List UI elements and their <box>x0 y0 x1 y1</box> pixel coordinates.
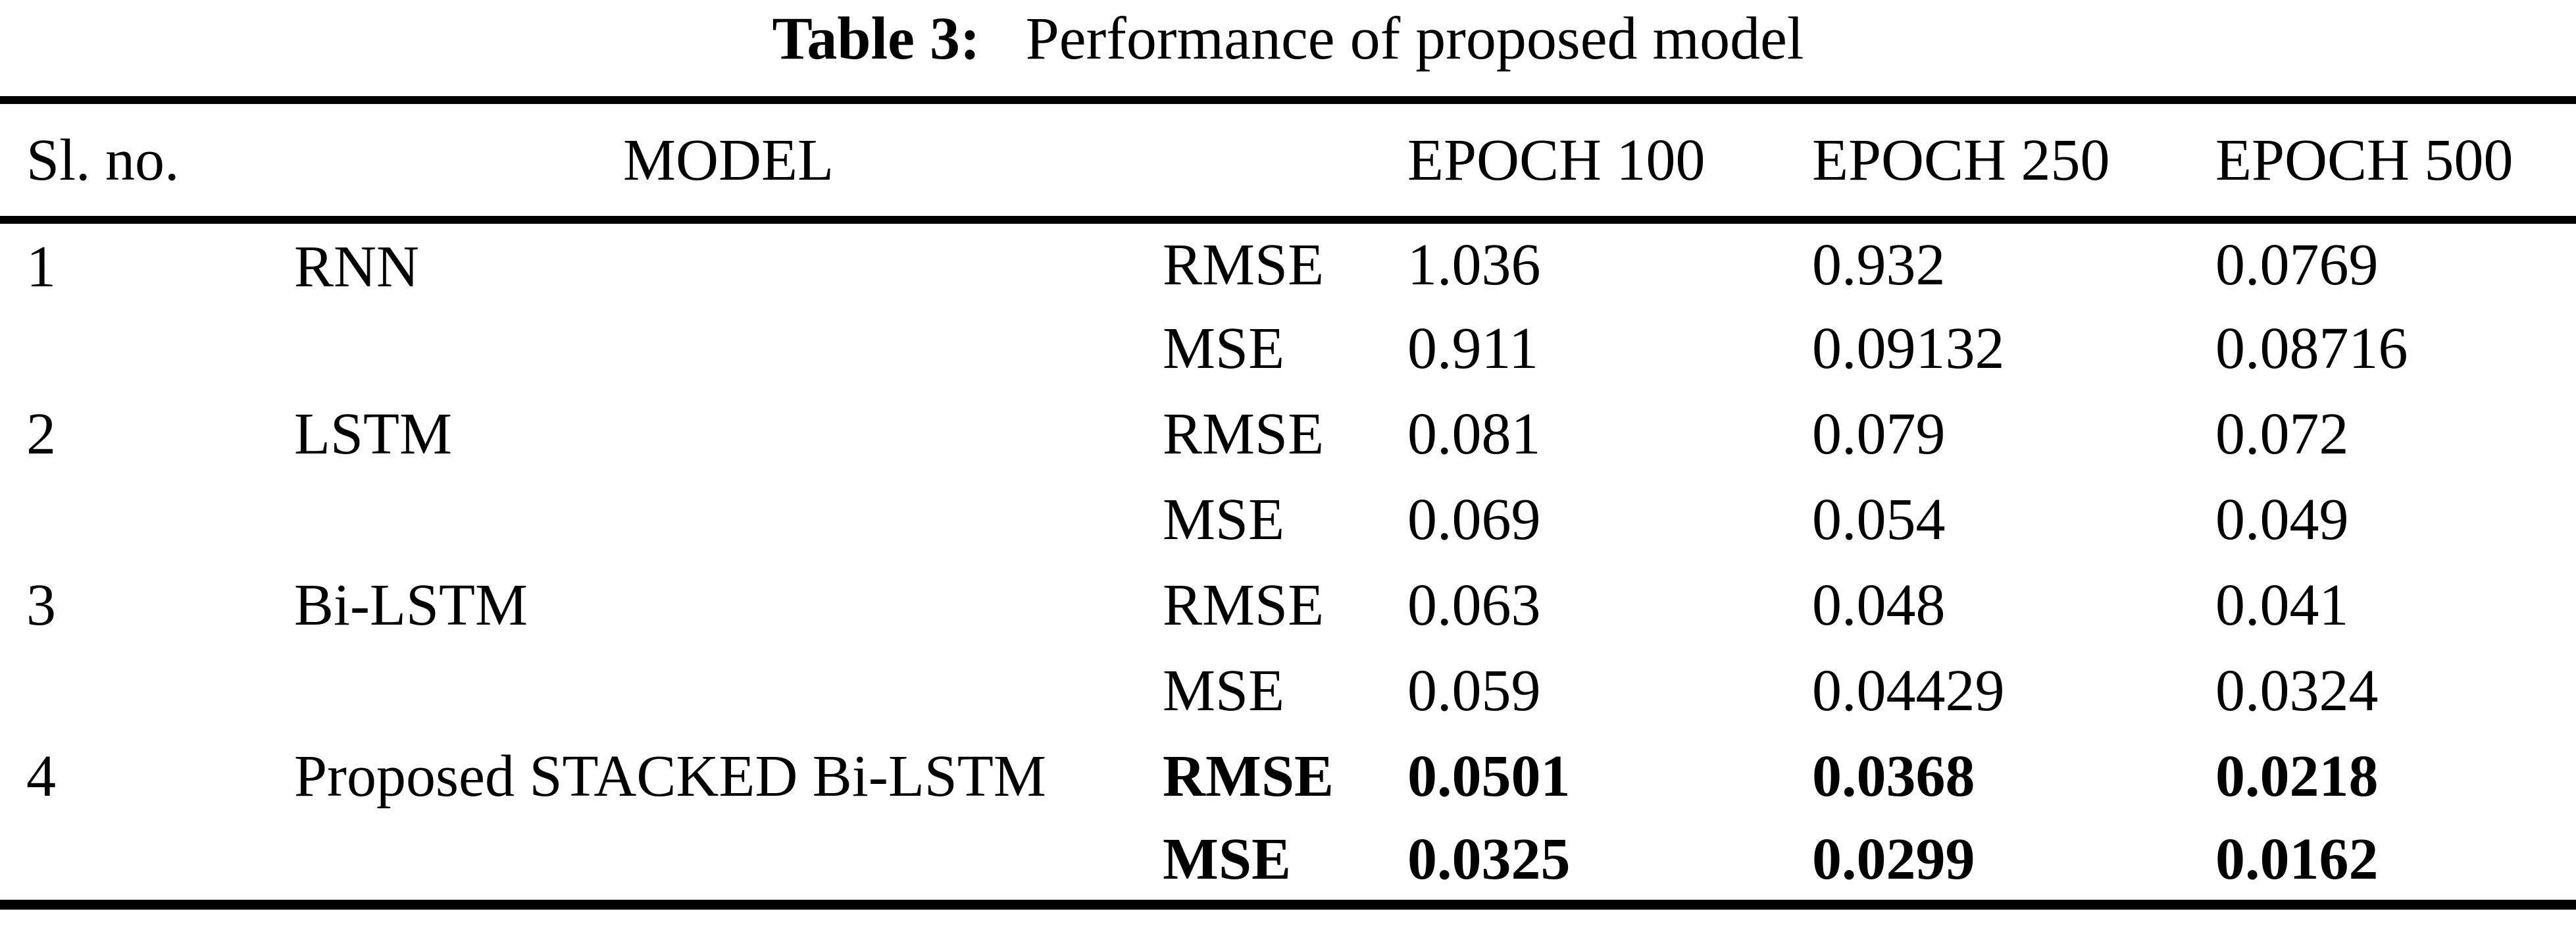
cell-metric-label: MSE <box>1163 486 1285 552</box>
cell-value-epoch250: 0.0368 <box>1812 743 1975 809</box>
table-row: MSE 0.069 0.054 0.049 <box>0 477 2576 562</box>
table-caption-title: Performance of proposed model <box>1025 5 1804 72</box>
cell-metric-label: RMSE <box>1163 401 1325 467</box>
cell-sl-no: 3 <box>26 573 56 638</box>
table-row: 2 LSTM RMSE 0.081 0.079 0.072 <box>0 391 2576 477</box>
table-row-proposed: MSE 0.0325 0.0299 0.0162 <box>0 819 2576 904</box>
cell-sl-no: 4 <box>26 744 56 809</box>
cell-metric-label: MSE <box>1163 658 1285 723</box>
cell-metric-label: RMSE <box>1163 572 1325 638</box>
header-model: MODEL <box>294 100 1163 224</box>
cell-value-epoch250: 0.054 <box>1812 486 1946 552</box>
table-row: 3 Bi-LSTM RMSE 0.063 0.048 0.041 <box>0 562 2576 648</box>
cell-metric-label: MSE <box>1163 315 1285 381</box>
header-epoch-500: EPOCH 500 <box>2215 100 2576 224</box>
cell-value-epoch500: 0.0324 <box>2215 658 2379 723</box>
cell-value-epoch500: 0.08716 <box>2215 315 2408 381</box>
table-caption-number: Table 3: <box>772 5 980 72</box>
performance-table: Sl. no. MODEL EPOCH 100 EPOCH 250 EPOCH … <box>0 96 2576 910</box>
cell-value-epoch100: 1.036 <box>1407 232 1541 298</box>
header-sl-no: Sl. no. <box>0 100 294 224</box>
cell-value-epoch250: 0.079 <box>1812 401 1946 467</box>
cell-value-epoch100: 0.0501 <box>1407 743 1571 809</box>
cell-sl-no: 2 <box>26 401 56 467</box>
cell-value-epoch250: 0.09132 <box>1812 315 2005 381</box>
cell-value-epoch250: 0.04429 <box>1812 658 2005 723</box>
cell-sl-no: 1 <box>26 234 56 299</box>
table-row: 1 RNN RMSE 1.036 0.932 0.0769 <box>0 220 2576 305</box>
header-epoch-250: EPOCH 250 <box>1812 100 2215 224</box>
table-row: MSE 0.059 0.04429 0.0324 <box>0 648 2576 733</box>
header-row: Sl. no. MODEL EPOCH 100 EPOCH 250 EPOCH … <box>0 100 2576 224</box>
cell-value-epoch500: 0.041 <box>2215 572 2349 638</box>
cell-model-name: Proposed STACKED Bi-LSTM <box>294 744 1046 809</box>
table-caption: Table 3: Performance of proposed model <box>0 0 2576 96</box>
cell-value-epoch100: 0.059 <box>1407 658 1541 723</box>
cell-model-name: LSTM <box>294 401 453 467</box>
header-metric-empty <box>1163 100 1407 224</box>
cell-value-epoch500: 0.0769 <box>2215 232 2379 298</box>
cell-value-epoch100: 0.063 <box>1407 572 1541 638</box>
cell-model-name: Bi-LSTM <box>294 573 528 638</box>
cell-metric-label: MSE <box>1163 826 1292 892</box>
cell-value-epoch250: 0.932 <box>1812 232 1946 298</box>
cell-value-epoch100: 0.0325 <box>1407 826 1571 892</box>
table-row: MSE 0.911 0.09132 0.08716 <box>0 305 2576 391</box>
cell-value-epoch250: 0.0299 <box>1812 826 1975 892</box>
cell-value-epoch100: 0.069 <box>1407 486 1541 552</box>
cell-value-epoch500: 0.049 <box>2215 486 2349 552</box>
table-row-proposed: 4 Proposed STACKED Bi-LSTM RMSE 0.0501 0… <box>0 733 2576 819</box>
header-epoch-100: EPOCH 100 <box>1407 100 1812 224</box>
cell-value-epoch100: 0.911 <box>1407 315 1539 381</box>
cell-value-epoch100: 0.081 <box>1407 401 1541 467</box>
cell-model-name: RNN <box>294 234 420 299</box>
cell-metric-label: RMSE <box>1163 743 1334 809</box>
cell-value-epoch500: 0.0218 <box>2215 743 2379 809</box>
cell-metric-label: RMSE <box>1163 232 1325 298</box>
cell-value-epoch500: 0.0162 <box>2215 826 2379 892</box>
cell-value-epoch500: 0.072 <box>2215 401 2349 467</box>
cell-value-epoch250: 0.048 <box>1812 572 1946 638</box>
